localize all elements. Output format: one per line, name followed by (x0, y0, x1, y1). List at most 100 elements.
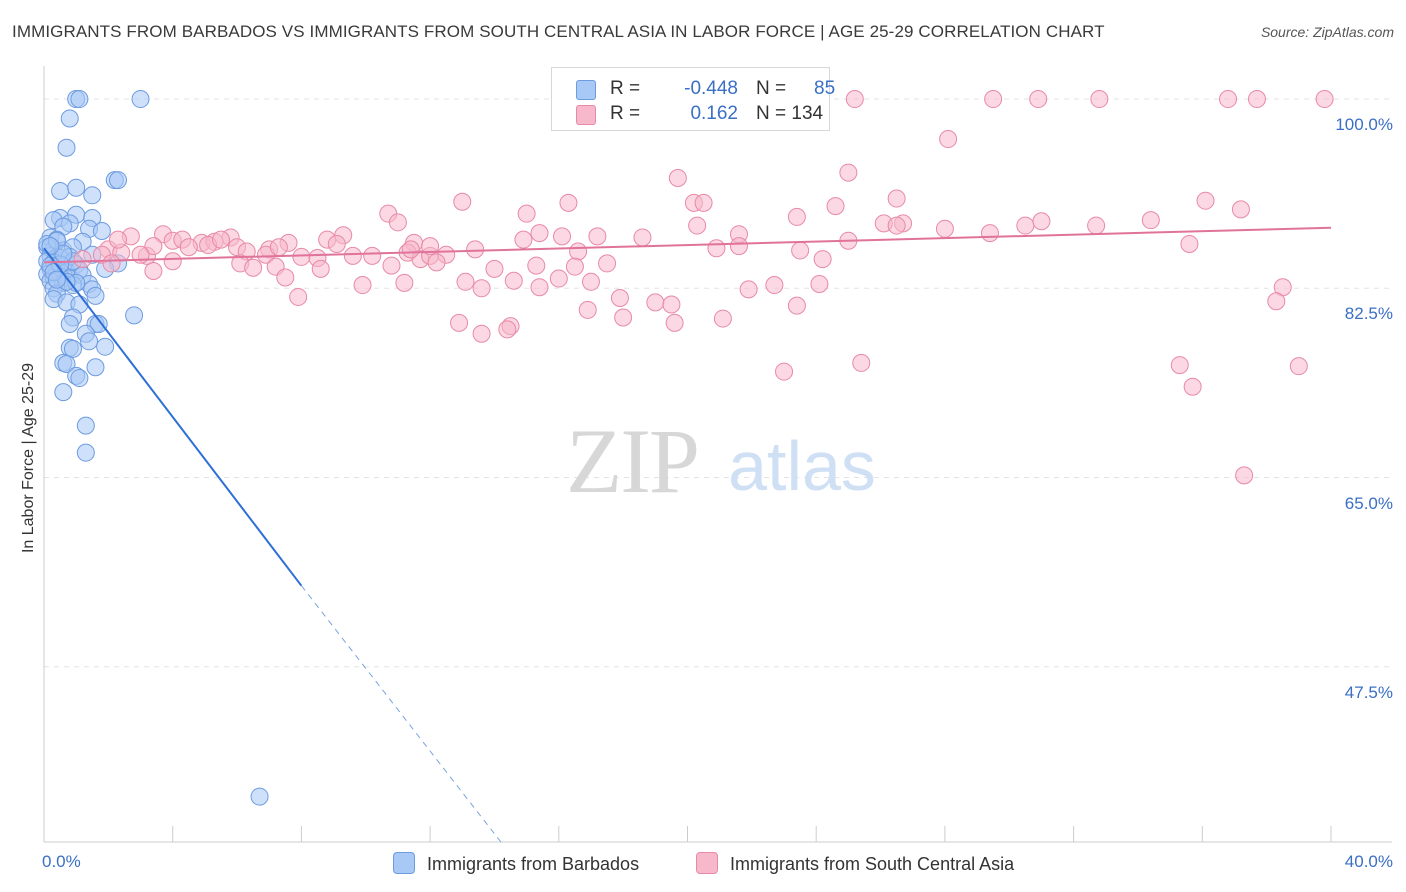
south-central-asia-point (887, 189, 906, 208)
barbados-point (83, 186, 102, 205)
south-central-asia-point (569, 242, 588, 261)
south-central-asia-point (1231, 200, 1250, 219)
legend-swatch-south-central-asia (576, 105, 596, 125)
south-central-asia-point (1289, 357, 1308, 376)
south-central-asia-point (581, 272, 600, 291)
y-tick-label: 100.0% (1335, 115, 1393, 135)
south-central-asia-point (179, 238, 198, 257)
barbados-point (109, 171, 128, 190)
south-central-asia-point (363, 246, 382, 265)
bottom-legend-south-central-asia: Immigrants from South Central Asia (696, 852, 1014, 875)
south-central-asia-point (688, 216, 707, 235)
south-central-asia-point (453, 192, 472, 211)
south-central-asia-point (421, 237, 440, 256)
watermark-zip: ZIP (566, 410, 698, 512)
south-central-asia-point (668, 168, 687, 187)
trend-line-barbados-extrapolated (301, 585, 502, 843)
barbados-point (76, 416, 95, 435)
barbados-point (70, 369, 89, 388)
y-tick-label: 82.5% (1344, 304, 1393, 324)
barbados-point (86, 286, 105, 305)
south-central-asia-point (1090, 90, 1109, 109)
barbados-point (57, 354, 76, 373)
legend-n-value: 85 (814, 78, 836, 99)
south-central-asia-point (662, 295, 681, 314)
south-central-asia-point (887, 216, 906, 235)
bottom-legend-swatch-barbados (393, 852, 415, 874)
south-central-asia-point (401, 240, 420, 259)
trend-line-south-central-asia (43, 226, 1332, 264)
south-central-asia-point (939, 130, 958, 149)
barbados-point (131, 90, 150, 109)
legend-r-value: 0.162 (690, 103, 738, 124)
series-barbados-points (38, 90, 269, 806)
barbados-point (96, 337, 115, 356)
legend-r-label: R = (610, 78, 641, 99)
bottom-legend-barbados: Immigrants from Barbados (393, 852, 639, 875)
south-central-asia-point (289, 287, 308, 306)
watermark-atlas: atlas (728, 427, 876, 505)
south-central-asia-point (353, 276, 372, 295)
south-central-asia-point (530, 224, 549, 243)
south-central-asia-point (646, 293, 665, 312)
x-tick-label-max: 40.0% (1344, 852, 1393, 871)
south-central-asia-point (839, 163, 858, 182)
south-central-asia-point (826, 197, 845, 216)
south-central-asia-point (527, 256, 546, 275)
legend-n-label: N = (756, 78, 787, 99)
legend-r-value: -0.448 (684, 78, 738, 99)
south-central-asia-point (1235, 466, 1254, 485)
barbados-point (51, 181, 70, 200)
south-central-asia-point (427, 253, 446, 272)
south-central-asia-point (382, 256, 401, 275)
barbados-point (70, 90, 89, 109)
south-central-asia-point (388, 213, 407, 232)
south-central-asia-point (791, 241, 810, 260)
south-central-asia-point (1170, 356, 1189, 375)
south-central-asia-point (1315, 90, 1334, 109)
south-central-asia-point (276, 268, 295, 287)
barbados-point (92, 221, 111, 240)
south-central-asia-point (1141, 211, 1160, 230)
legend-swatch-barbados (576, 80, 596, 100)
south-central-asia-point (713, 309, 732, 328)
south-central-asia-point (559, 193, 578, 212)
south-central-asia-point (466, 240, 485, 259)
south-central-asia-point (610, 289, 629, 308)
south-central-asia-point (514, 230, 533, 249)
south-central-asia-point (588, 227, 607, 246)
south-central-asia-point (633, 228, 652, 247)
south-central-asia-point (144, 261, 163, 280)
barbados-point (41, 237, 60, 256)
barbados-point (80, 332, 99, 351)
trend-lines (43, 226, 1332, 843)
south-central-asia-point (327, 234, 346, 253)
south-central-asia-point (1032, 212, 1051, 231)
south-central-asia-point (395, 273, 414, 292)
south-central-asia-point (787, 296, 806, 315)
south-central-asia-point (1247, 90, 1266, 109)
south-central-asia-point (1267, 292, 1286, 311)
south-central-asia-point (739, 280, 758, 299)
south-central-asia-point (787, 207, 806, 226)
watermark: ZIP atlas (566, 410, 876, 512)
barbados-point (125, 306, 144, 325)
barbados-point (76, 443, 95, 462)
south-central-asia-point (292, 247, 311, 266)
legend-r-label: R = (610, 103, 641, 124)
chart-source: Source: ZipAtlas.com (1260, 24, 1394, 40)
south-central-asia-point (935, 219, 954, 238)
south-central-asia-point (810, 274, 829, 293)
south-central-asia-point (707, 239, 726, 258)
barbados-point (57, 138, 76, 157)
south-central-asia-point (311, 259, 330, 278)
south-central-asia-point (549, 269, 568, 288)
barbados-point (60, 109, 79, 128)
bottom-legend-label-barbados: Immigrants from Barbados (427, 854, 640, 874)
south-central-asia-point (109, 230, 128, 249)
south-central-asia-point (144, 237, 163, 256)
south-central-asia-point (775, 362, 794, 381)
barbados-point (86, 358, 105, 377)
south-central-asia-point (852, 353, 871, 372)
south-central-asia-point (102, 254, 121, 273)
